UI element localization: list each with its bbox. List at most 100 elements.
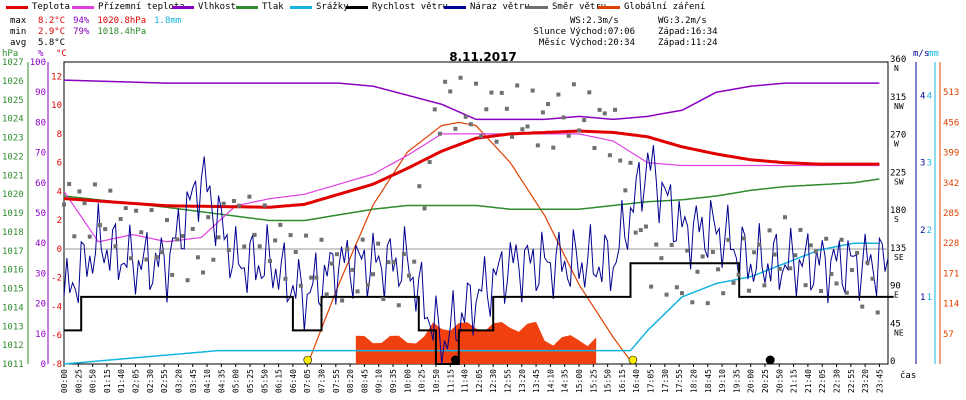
wind-axis-label: m/s — [913, 49, 929, 59]
wind-direction-point — [757, 242, 762, 247]
wind-direction-point — [752, 250, 757, 255]
legend-item: Směr větru — [526, 0, 606, 14]
x-tick-label: 10:25 — [418, 369, 427, 393]
x-tick-label: 01:15 — [103, 369, 112, 393]
x-tick-label: 12:55 — [503, 369, 512, 393]
legend-swatch — [598, 5, 620, 9]
astro-panel: WS:2.3m/s WG:3.2m/s Slunce Východ:07:06 … — [520, 16, 738, 49]
celsius-tick-label: 2 — [57, 216, 62, 226]
direction-tick-label: 135 — [890, 244, 906, 254]
celsius-tick-label: 10 — [51, 101, 62, 111]
hpa-tick-label: 1013 — [2, 322, 24, 332]
direction-tick-label: 315 — [890, 93, 906, 103]
wind-direction-point — [654, 242, 659, 247]
wind-direction-point — [587, 90, 592, 95]
wind-direction-point — [479, 134, 484, 139]
wind-direction-point — [92, 182, 97, 187]
celsius-tick-label: 0 — [57, 245, 62, 255]
wind-direction-point — [685, 248, 690, 253]
percent-tick-label: 40 — [35, 239, 46, 249]
celsius-tick-label: 12 — [51, 72, 62, 82]
wind-direction-point — [139, 230, 144, 235]
x-tick-label: 20:25 — [761, 369, 770, 393]
wind-direction-point — [520, 127, 525, 132]
wind-tick-label: 3 — [920, 159, 925, 169]
wind-direction-point — [849, 268, 854, 273]
radiation-tick-label: 228 — [943, 239, 959, 249]
wind-direction-point — [515, 83, 520, 88]
wind-direction-point — [427, 159, 432, 164]
wind-direction-point — [808, 243, 813, 248]
series-ground-temperature — [63, 133, 880, 243]
stats-max-row: max 8.2°C 94% 1020.8hPa 1.8mm — [10, 16, 189, 27]
wind-direction-point — [340, 298, 345, 303]
series-humidity — [63, 79, 880, 121]
wind-direction-point — [324, 292, 329, 297]
wind-direction-point — [561, 115, 566, 120]
wind-direction-point — [602, 111, 607, 116]
wind-direction-point — [721, 291, 726, 296]
wind-direction-point — [283, 276, 288, 281]
x-tick-label: 02:55 — [160, 369, 169, 393]
wind-direction-point — [540, 110, 545, 115]
wind-direction-point — [607, 153, 612, 158]
wind-direction-point — [448, 89, 453, 94]
radiation-tick-label: 171 — [943, 269, 959, 279]
legend-swatch — [526, 5, 548, 9]
x-tick-label: 10:00 — [403, 369, 412, 393]
legend-label: Globální záření — [624, 2, 706, 12]
wind-direction-point — [618, 158, 623, 163]
celsius-tick-label: -4 — [51, 302, 62, 312]
x-tick-label: 19:35 — [732, 369, 741, 393]
rain-tick-label: 2 — [927, 226, 932, 236]
percent-tick-label: 100 — [30, 58, 46, 68]
direction-dir-label: E — [894, 291, 899, 300]
series-wind-gust — [63, 145, 889, 365]
x-tick-label: 17:05 — [647, 369, 656, 393]
celsius-tick-label: 6 — [57, 159, 62, 169]
radiation-tick-label: 456 — [943, 118, 959, 128]
wind-direction-point — [231, 198, 236, 203]
wind-direction-point — [736, 272, 741, 277]
hpa-tick-label: 1018 — [2, 228, 24, 238]
wind-direction-point — [535, 143, 540, 148]
wind-direction-point — [206, 215, 211, 220]
direction-dir-label: NW — [894, 102, 904, 111]
wind-direction-point — [345, 246, 350, 251]
wind-row: WS:2.3m/s WG:3.2m/s — [520, 16, 738, 27]
hpa-tick-label: 1017 — [2, 247, 24, 257]
percent-tick-label: 70 — [35, 149, 46, 159]
wind-direction-point — [221, 201, 226, 206]
rain-tick-label: 3 — [927, 159, 932, 169]
wind-direction-point — [376, 241, 381, 246]
wind-direction-point — [237, 203, 242, 208]
wind-direction-point — [268, 259, 272, 264]
wind-direction-point — [638, 228, 643, 233]
x-tick-label: 02:05 — [132, 369, 141, 393]
x-tick-label: 22:30 — [833, 369, 842, 393]
stats-max-label: max — [10, 16, 27, 26]
legend-swatch — [72, 5, 94, 9]
wind-direction-point — [700, 254, 705, 259]
x-tick-label: 14:10 — [546, 369, 555, 393]
hpa-tick-label: 1014 — [2, 303, 24, 313]
wind-direction-point — [252, 232, 257, 237]
wind-direction-point — [798, 227, 803, 232]
legend-label: Vlhkost — [198, 2, 236, 12]
celsius-tick-label: 4 — [57, 187, 62, 197]
wind-direction-point — [819, 289, 824, 294]
x-tick-label: 03:45 — [189, 369, 198, 393]
wind-direction-point — [613, 107, 618, 112]
stats-min-label: min — [10, 27, 27, 37]
wind-direction-point — [144, 257, 149, 262]
sun-marker — [303, 355, 313, 365]
x-tick-label: 12:05 — [475, 369, 484, 393]
stats-min-hum: 79% — [73, 27, 90, 37]
wind-direction-point — [659, 256, 664, 261]
wind-direction-point — [195, 255, 200, 260]
legend-swatch — [444, 5, 466, 9]
x-tick-label: 17:55 — [675, 369, 684, 393]
direction-dir-label: SE — [894, 253, 904, 262]
